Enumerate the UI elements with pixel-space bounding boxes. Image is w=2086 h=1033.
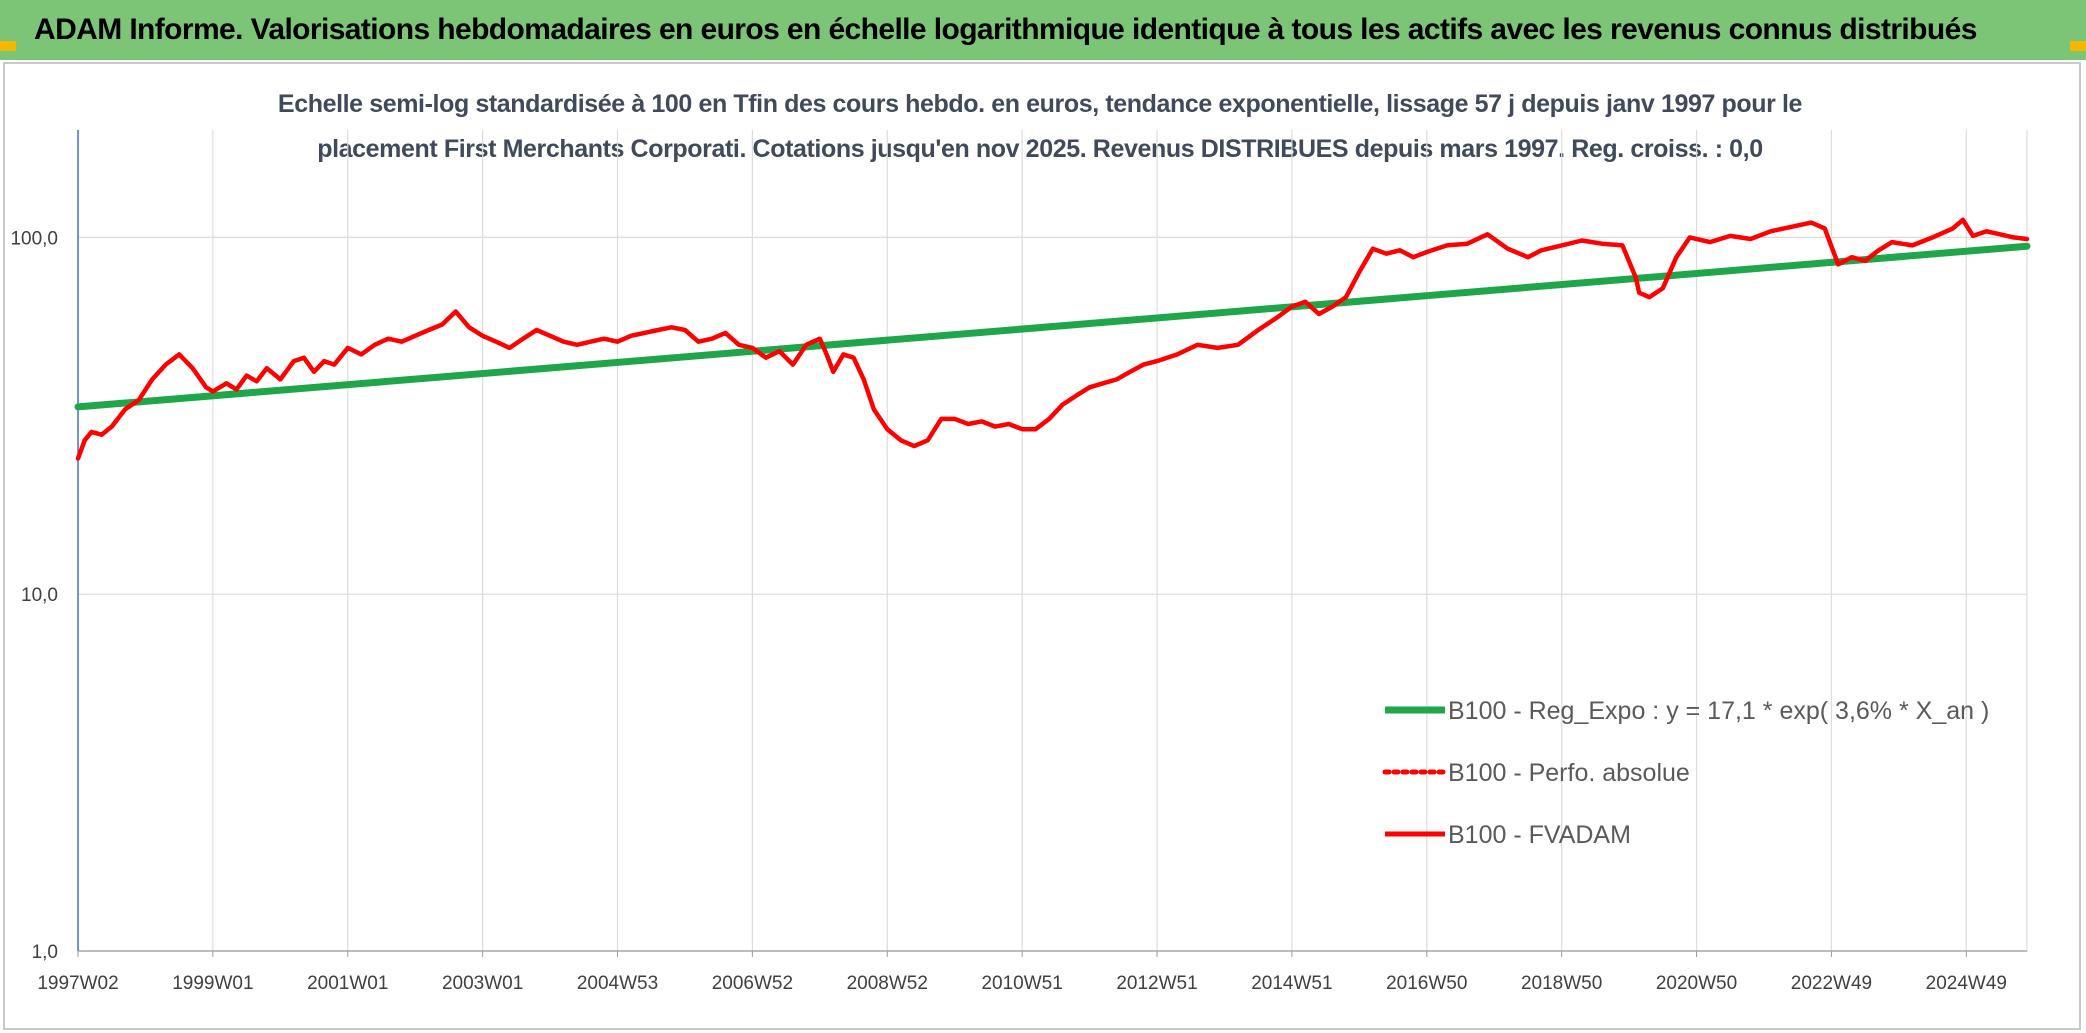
corner-marker-right [2070, 41, 2086, 51]
x-tick-label: 1997W02 [37, 973, 118, 994]
chart-title: Echelle semi-log standardisée à 100 en T… [277, 90, 1803, 118]
x-tick-label: 2016W50 [1386, 973, 1467, 994]
chart-subtitle: placement First Merchants Corporati. Cot… [317, 135, 1763, 163]
x-tick-label: 2003W01 [442, 973, 523, 994]
x-tick-label: 2014W51 [1251, 973, 1332, 994]
legend-label: B100 - Perfo. absolue [1448, 759, 1690, 787]
legend-label: B100 - Reg_Expo : y = 17,1 * exp( 3,6% *… [1448, 697, 1989, 725]
x-tick-label: 2001W01 [307, 973, 388, 994]
x-tick-label: 2022W49 [1791, 973, 1872, 994]
x-tick-label: 2004W53 [577, 973, 658, 994]
x-tick-label: 1999W01 [172, 973, 253, 994]
corner-marker-left [0, 41, 16, 51]
x-tick-label: 2006W52 [712, 973, 793, 994]
x-tick-label: 2020W50 [1656, 973, 1737, 994]
page-title: ADAM Informe. Valorisations hebdomadaire… [34, 13, 1977, 46]
header-banner: ADAM Informe. Valorisations hebdomadaire… [0, 0, 2086, 60]
y-tick-label: 100,0 [10, 228, 58, 249]
fvadam-series-line [75, 217, 2030, 461]
x-tick-label: 2010W51 [981, 973, 1062, 994]
y-tick-label: 10,0 [21, 585, 58, 606]
x-tick-label: 2008W52 [847, 973, 928, 994]
x-tick-label: 2018W50 [1521, 973, 1602, 994]
y-tick-label: 1,0 [32, 942, 58, 963]
x-tick-label: 2024W49 [1926, 973, 2007, 994]
x-tick-label: 2012W51 [1116, 973, 1197, 994]
legend-label: B100 - FVADAM [1448, 821, 1631, 849]
chart-frame [3, 62, 2081, 1030]
trend-series-line [74, 242, 2031, 411]
